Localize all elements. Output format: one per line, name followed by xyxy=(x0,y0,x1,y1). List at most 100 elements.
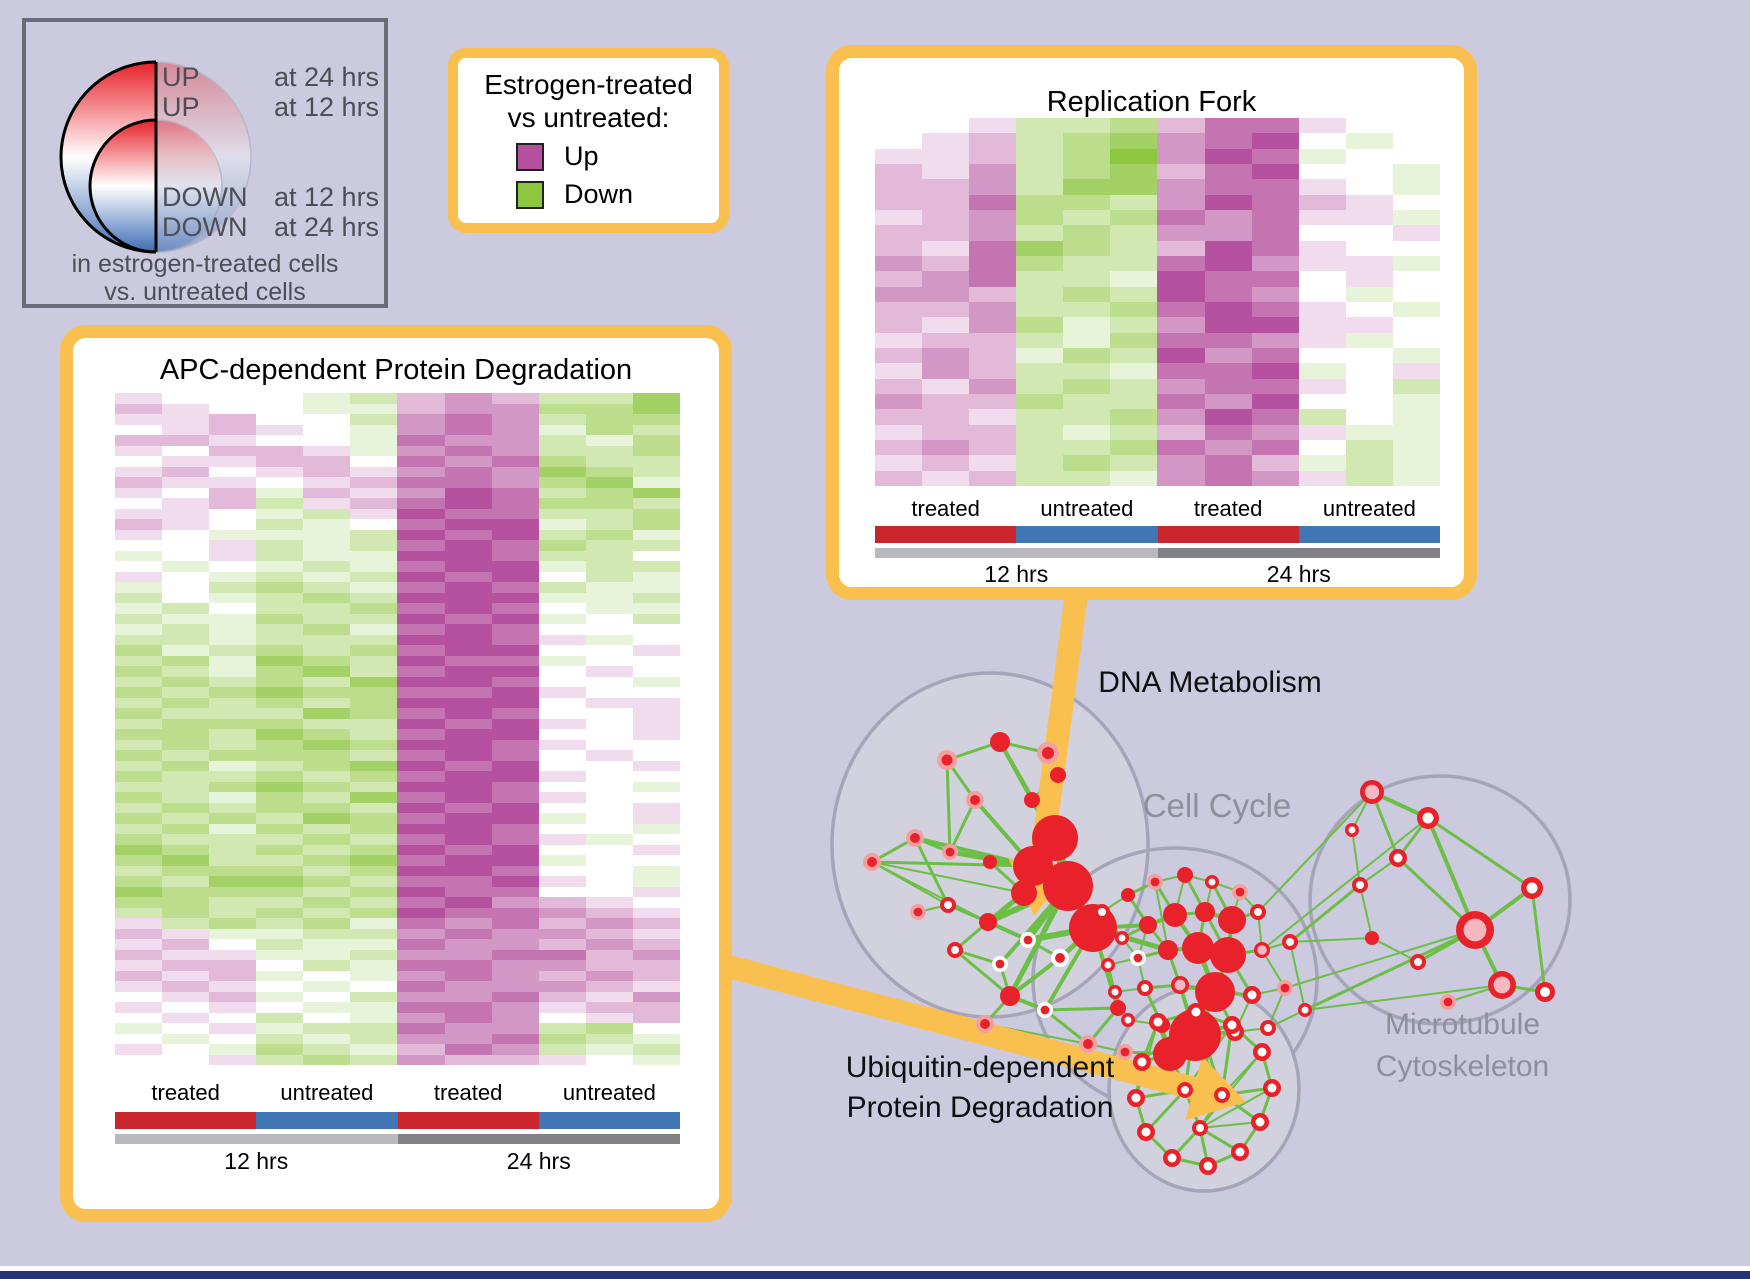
gene-node-halo xyxy=(910,904,926,920)
heatmap-cell xyxy=(209,760,257,771)
network-edge xyxy=(988,860,1026,895)
heatmap-cell xyxy=(444,592,492,603)
circle-legend-time: at 12 hrs xyxy=(274,92,380,122)
heatmap-cell xyxy=(397,687,445,698)
network-edge xyxy=(1199,1127,1241,1153)
heatmap-cell xyxy=(1063,301,1111,318)
group-label: untreated xyxy=(562,1080,656,1105)
heatmap-cell xyxy=(209,592,257,603)
heatmap-cell xyxy=(1157,255,1205,272)
heatmap-cell xyxy=(1392,393,1440,410)
heatmap-cell xyxy=(1392,409,1440,425)
heatmap-cell xyxy=(538,403,586,414)
network-edge xyxy=(1183,874,1207,913)
heatmap-cell xyxy=(585,435,633,446)
gene-node-center xyxy=(1131,1093,1141,1103)
heatmap-cell xyxy=(115,1012,163,1023)
heatmap-cell xyxy=(538,897,586,908)
heatmap-cell xyxy=(538,624,586,635)
network-edge xyxy=(1171,1156,1209,1168)
heatmap-cell xyxy=(1204,118,1252,134)
heatmap-cell xyxy=(209,697,257,708)
heatmap-cell xyxy=(1063,393,1111,410)
network-edge xyxy=(1197,945,1229,958)
heatmap-cell xyxy=(491,466,539,477)
heatmap-cell xyxy=(397,561,445,572)
heatmap-cell xyxy=(303,676,351,687)
heatmap-cell xyxy=(875,317,923,333)
heatmap-cell xyxy=(585,697,633,708)
heatmap-cell xyxy=(350,802,398,813)
heatmap-cell xyxy=(585,834,633,845)
heatmap-cell xyxy=(444,750,492,761)
heatmap-cell xyxy=(1110,347,1158,364)
heatmap-cell xyxy=(491,834,539,845)
heatmap-cell xyxy=(350,1002,398,1013)
gene-node-solid xyxy=(1013,846,1053,886)
heatmap-cell xyxy=(397,739,445,750)
heatmap-cell xyxy=(1204,240,1252,256)
heatmap-cell xyxy=(303,466,351,477)
heatmap-cell xyxy=(303,613,351,624)
heatmap-cell xyxy=(162,424,210,435)
network-edge xyxy=(871,861,989,923)
network-edge xyxy=(1161,1023,1196,1037)
heatmap-cell xyxy=(585,613,633,624)
heatmap-cell xyxy=(350,645,398,656)
gene-node-center xyxy=(1255,1117,1265,1127)
heatmap-cell xyxy=(397,855,445,866)
heatmap-cell xyxy=(303,960,351,971)
heatmap-cell xyxy=(444,697,492,708)
heatmap-cell xyxy=(209,718,257,729)
heatmap-cell xyxy=(397,508,445,519)
heatmap-cell xyxy=(303,519,351,530)
heatmap-cell xyxy=(303,456,351,467)
heatmap-cell xyxy=(397,403,445,414)
heatmap-cell xyxy=(162,655,210,666)
apc-group-labels: treated untreated treated untreated xyxy=(115,1080,680,1106)
heatmap-cell xyxy=(209,897,257,908)
heatmap-cell xyxy=(1157,439,1205,456)
heatmap-cell xyxy=(162,403,210,414)
heatmap-cell xyxy=(969,271,1017,287)
network-edge xyxy=(1267,1009,1306,1029)
time-label: 24 hrs xyxy=(1266,561,1331,587)
heatmap-cell xyxy=(585,991,633,1002)
heatmap-cell xyxy=(444,939,492,950)
heatmap-cell xyxy=(115,540,163,551)
gene-node-core xyxy=(995,959,1005,969)
heatmap-cell xyxy=(115,813,163,824)
heatmap-cell xyxy=(444,949,492,960)
heatmap-cell xyxy=(1016,378,1064,394)
heatmap-cell xyxy=(491,907,539,918)
heatmap-cell xyxy=(1110,179,1158,195)
gene-node-core xyxy=(1041,746,1055,760)
gene-node-core xyxy=(1150,877,1160,887)
heatmap-cell xyxy=(397,582,445,593)
heatmap-cell xyxy=(632,718,680,729)
heatmap-cell xyxy=(632,970,680,981)
heatmap-cell xyxy=(303,687,351,698)
gene-node-center xyxy=(1257,945,1267,955)
heatmap-cell xyxy=(209,802,257,813)
network-edge xyxy=(1473,886,1534,932)
heatmap-cell xyxy=(209,792,257,803)
network-edge xyxy=(1050,836,1073,888)
gene-node-solid xyxy=(1011,880,1037,906)
network-edge xyxy=(986,883,1070,925)
heatmap-cell xyxy=(256,498,304,509)
heatmap-cell xyxy=(491,708,539,719)
heatmap-cell xyxy=(350,708,398,719)
network-edge xyxy=(1284,929,1476,989)
heatmap-cell xyxy=(209,876,257,887)
cluster-ellipse-microtubule xyxy=(1308,774,1572,1026)
apc-time-bar xyxy=(115,1134,680,1144)
heatmap-cell xyxy=(632,477,680,488)
heatmap-cell xyxy=(1016,271,1064,287)
heatmap-cell xyxy=(875,363,923,379)
heatmap-cell xyxy=(1251,148,1299,164)
heatmap-cell xyxy=(115,760,163,771)
heatmap-cell xyxy=(585,529,633,540)
heatmap-cell xyxy=(350,624,398,635)
heatmap-cell xyxy=(209,624,257,635)
